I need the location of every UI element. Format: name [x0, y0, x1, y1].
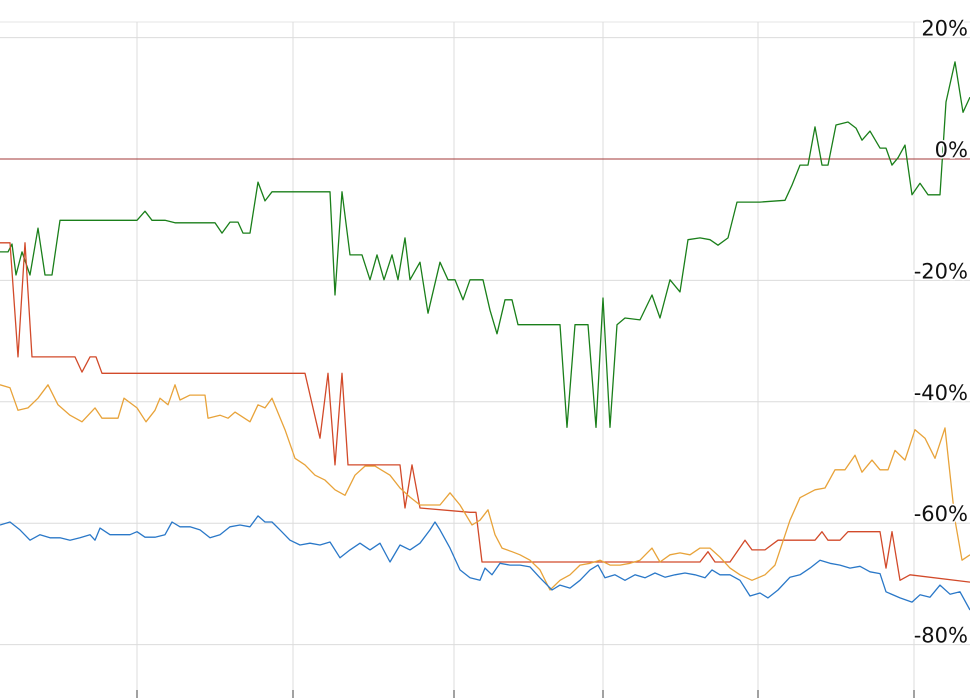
y-tick-label: -40%: [914, 381, 968, 405]
series-line: [0, 384, 970, 591]
series-line: [0, 242, 970, 583]
series-line: [0, 61, 970, 428]
y-tick-label: -80%: [914, 624, 968, 648]
y-tick-label: 0%: [935, 138, 968, 162]
y-tick-label: 20%: [921, 17, 968, 41]
y-tick-label: -60%: [914, 502, 968, 526]
y-tick-label: -20%: [914, 259, 968, 283]
series-line: [0, 515, 970, 611]
